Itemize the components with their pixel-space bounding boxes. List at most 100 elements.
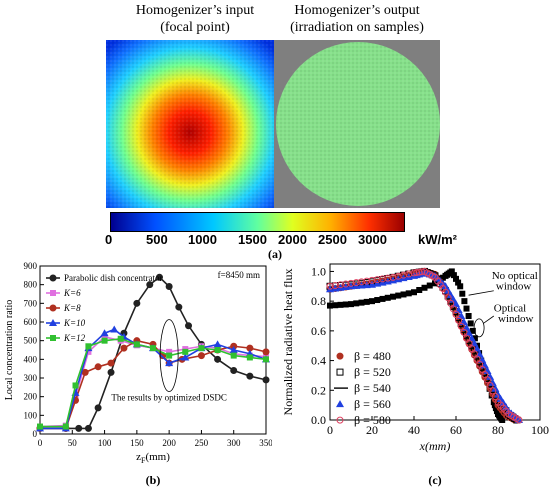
data-point	[384, 274, 392, 282]
data-point	[37, 423, 43, 430]
data-point	[411, 289, 417, 296]
legend-entry: K=10	[63, 318, 86, 328]
plot-area	[329, 263, 541, 421]
legend-entry: β = 520	[354, 365, 391, 379]
data-point	[181, 353, 190, 361]
data-point	[262, 348, 270, 356]
data-point	[374, 297, 381, 304]
annotation-window: Optical	[494, 303, 526, 315]
data-point	[369, 298, 375, 305]
data-point	[358, 299, 365, 306]
data-point	[352, 279, 360, 287]
data-point	[452, 300, 460, 308]
y-tick-label: 800	[24, 280, 38, 290]
colorbar	[110, 212, 405, 232]
data-point	[101, 337, 108, 344]
output-title-line2: (irradiation on samples)	[290, 20, 424, 35]
legend-entry: β = 480	[354, 349, 391, 363]
y-tick-label: 200	[24, 392, 38, 402]
y-tick-label: 100	[24, 410, 38, 420]
data-point	[62, 423, 69, 430]
legend-marker	[50, 335, 56, 341]
output-title-line1: Homogenizer’s output	[294, 3, 420, 18]
data-point	[463, 305, 470, 312]
data-point	[133, 299, 141, 307]
data-point	[165, 283, 173, 291]
y-tick-label: 0.6	[311, 324, 326, 338]
data-point	[467, 320, 474, 327]
legend-marker	[49, 304, 57, 312]
data-point	[120, 344, 128, 352]
data-point	[342, 301, 349, 308]
data-point	[358, 278, 365, 286]
data-point	[246, 354, 253, 361]
data-point	[400, 291, 407, 298]
data-point	[450, 272, 457, 279]
legend-marker	[336, 368, 344, 376]
colorbar-tick: 2000	[278, 232, 307, 247]
data-point	[452, 311, 460, 319]
data-point	[230, 352, 237, 359]
data-point	[75, 424, 83, 432]
data-point	[471, 335, 478, 342]
data-point	[465, 313, 472, 319]
data-point	[444, 294, 452, 302]
data-point	[455, 279, 462, 286]
series-4	[37, 335, 269, 430]
data-point	[229, 346, 238, 353]
data-point	[405, 290, 412, 297]
data-point	[441, 282, 450, 290]
data-point	[263, 356, 269, 363]
annotation-ellipse	[473, 318, 485, 338]
x-tick-label: 60	[450, 423, 462, 437]
legend-entry: β = 580	[354, 413, 391, 427]
legend-marker	[49, 274, 57, 282]
annotation-ellipse	[159, 319, 179, 392]
x-tick-label: 350	[259, 438, 272, 448]
legend-entry: K=8	[63, 303, 81, 313]
data-point	[461, 298, 468, 305]
data-point	[214, 347, 221, 353]
data-point	[100, 329, 109, 337]
y-tick-label: 0.8	[311, 294, 326, 308]
data-point	[469, 327, 476, 334]
y-tick-label: 0.2	[311, 383, 326, 397]
annotation-arrow	[468, 290, 494, 296]
data-point	[484, 376, 491, 384]
data-point	[85, 348, 92, 355]
data-point	[166, 348, 173, 355]
y-tick-label: 0.0	[311, 413, 326, 427]
data-point	[347, 282, 355, 290]
y-tick-label: 1.0	[311, 264, 326, 278]
y-tick-label: 0.4	[311, 354, 326, 368]
input-title-line1: Homogenizer’s input	[135, 3, 255, 18]
x-tick-label: 100	[531, 423, 549, 437]
input-heatmap-texture	[106, 40, 274, 208]
legend-entry: β = 540	[354, 381, 391, 395]
y-tick-label: 900	[24, 261, 38, 271]
data-point	[448, 268, 455, 275]
data-point	[85, 343, 92, 350]
data-point	[348, 301, 354, 308]
panel-c-label: (c)	[428, 473, 441, 487]
data-point	[363, 298, 370, 305]
data-point	[337, 301, 344, 308]
data-point	[213, 340, 222, 348]
panel-a-label: (a)	[268, 247, 282, 261]
legend-entry: K=6	[63, 288, 81, 298]
data-point	[331, 282, 339, 290]
data-point	[101, 333, 108, 340]
data-point	[465, 329, 474, 337]
y-tick-label: 700	[24, 298, 38, 308]
data-point	[246, 372, 254, 380]
legend-marker	[336, 352, 344, 360]
annotation-no-window-2: window	[496, 280, 532, 292]
y-axis-label: Normalized radiative heat flux	[281, 269, 295, 416]
y-tick-label: 500	[24, 336, 38, 346]
data-point	[447, 299, 455, 307]
y-tick-label: 300	[24, 373, 38, 383]
data-point	[165, 359, 174, 367]
colorbar-unit: kW/m²	[418, 232, 457, 247]
data-point	[405, 270, 413, 278]
heatmap-images	[106, 40, 440, 208]
